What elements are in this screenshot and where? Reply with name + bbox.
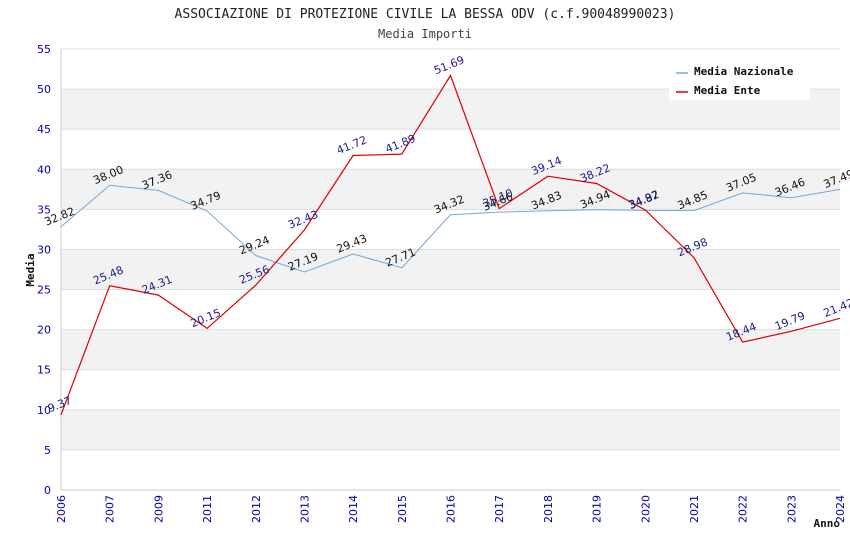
data-label: 51.69 [432, 53, 466, 77]
y-tick-label: 15 [37, 364, 51, 377]
y-tick-label: 40 [37, 163, 51, 176]
x-tick-label: 2015 [396, 495, 409, 523]
y-tick-label: 25 [37, 284, 51, 297]
legend-label-media-ente: Media Ente [694, 84, 761, 97]
x-tick-label: 2013 [298, 495, 311, 523]
data-label: 41.89 [383, 132, 417, 156]
y-tick-label: 0 [44, 484, 51, 497]
x-tick-label: 2023 [785, 495, 798, 523]
x-tick-label: 2014 [347, 495, 360, 523]
y-tick-label: 30 [37, 243, 51, 256]
data-label: 20.15 [189, 306, 223, 330]
x-axis-label: Anno [814, 517, 841, 530]
x-tick-label: 2006 [55, 495, 68, 523]
chart-title: ASSOCIAZIONE DI PROTEZIONE CIVILE LA BES… [175, 7, 676, 22]
grid-band [61, 329, 840, 370]
y-tick-label: 50 [37, 83, 51, 96]
x-tick-label: 2019 [591, 495, 604, 523]
x-tick-label: 2009 [152, 495, 165, 523]
x-tick-label: 2018 [542, 495, 555, 523]
y-axis-label: Media [24, 253, 37, 286]
series-line-media-nazionale [60, 184, 841, 273]
series-line-media-ente [60, 74, 841, 416]
y-tick-label: 20 [37, 324, 51, 337]
grid-band [61, 409, 840, 450]
data-label: 41.72 [335, 133, 369, 157]
y-tick-label: 5 [44, 444, 51, 457]
data-label: 21.42 [822, 296, 850, 320]
grid-lines [61, 48, 840, 491]
y-tick-label: 10 [37, 404, 51, 417]
series-lines [60, 74, 841, 416]
y-tick-label: 55 [37, 43, 51, 56]
y-tick-labels: 0 5 10 15 20 25 30 35 40 45 50 55 [37, 43, 51, 497]
x-tick-label: 2016 [445, 495, 458, 523]
data-label: 32.43 [286, 208, 320, 232]
grid-bands [61, 89, 840, 450]
x-tick-label: 2022 [737, 495, 750, 523]
legend: Media Nazionale Media Ente [669, 60, 810, 100]
y-tick-label: 45 [37, 123, 51, 136]
x-tick-label: 2024 [834, 495, 847, 523]
x-tick-label: 2011 [201, 495, 214, 523]
x-tick-label: 2012 [250, 495, 263, 523]
grid-band [61, 249, 840, 290]
x-tick-label: 2020 [639, 495, 652, 523]
x-tick-label: 2017 [493, 495, 506, 523]
x-tick-label: 2007 [104, 495, 117, 523]
y-tick-label: 35 [37, 203, 51, 216]
x-tick-labels: 2006 2007 2009 2011 2012 2013 2014 2015 2016 2017… [55, 495, 847, 523]
grid-band [61, 169, 840, 210]
x-tick-label: 2021 [688, 495, 701, 523]
legend-background [669, 60, 810, 100]
chart-subtitle: Media Importi [378, 27, 472, 41]
legend-label-media-nazionale: Media Nazionale [694, 65, 794, 78]
